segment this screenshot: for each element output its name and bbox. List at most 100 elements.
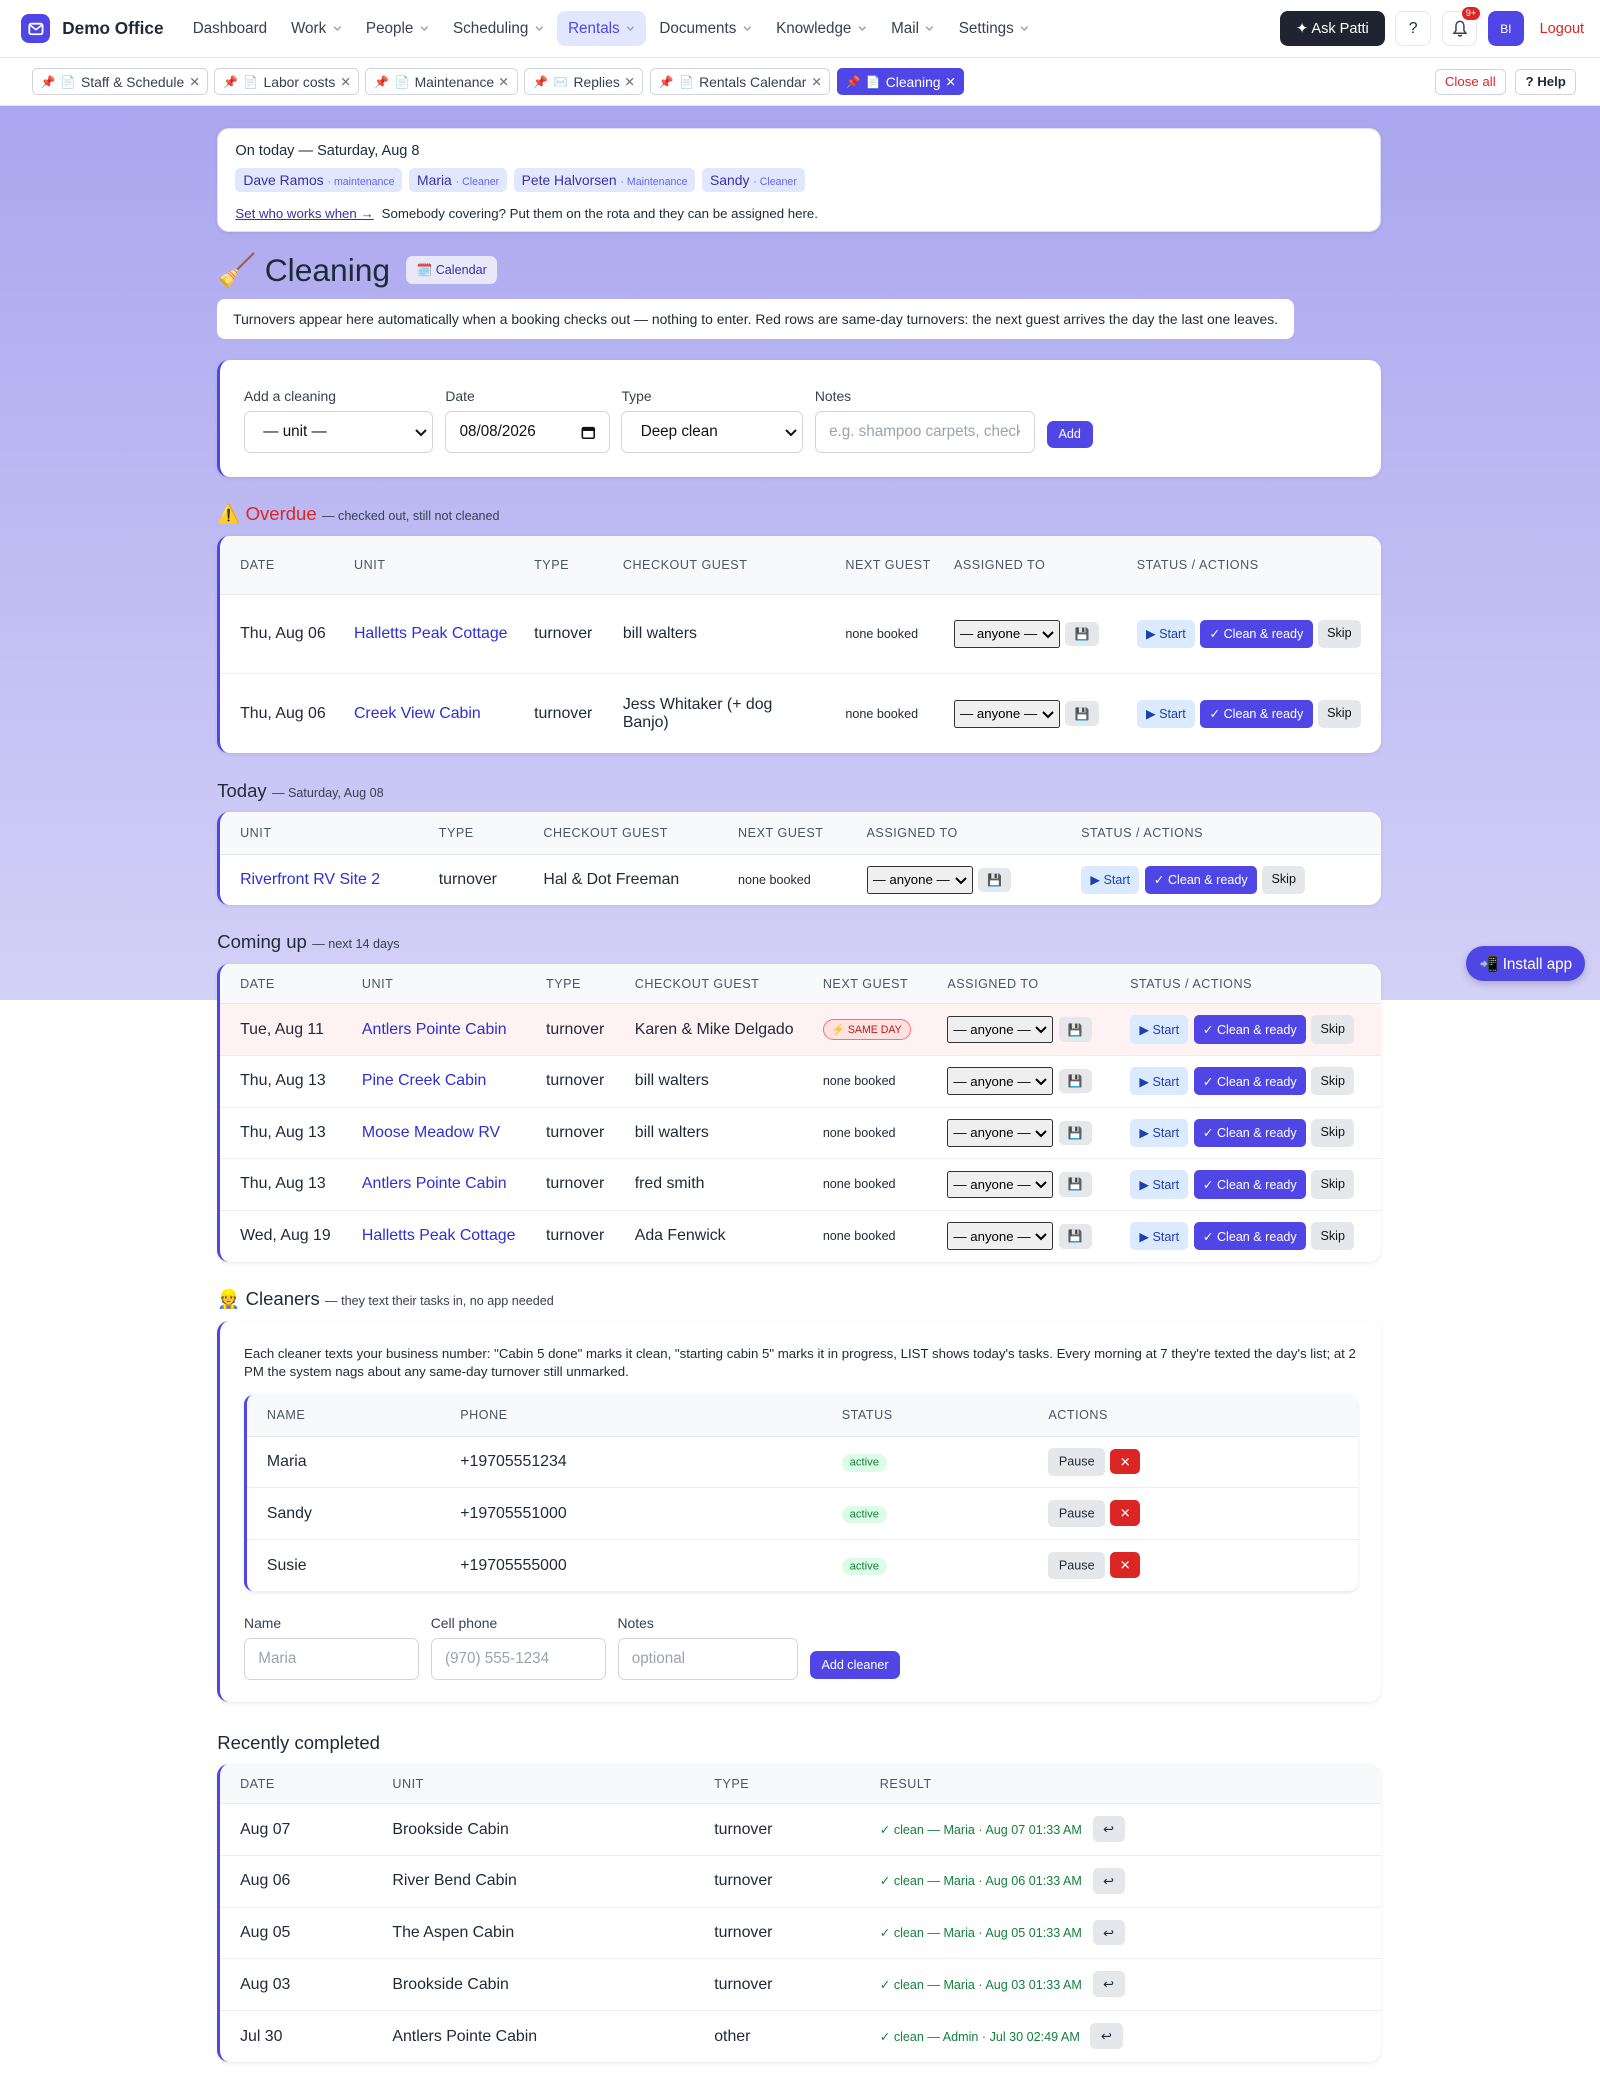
skip-button[interactable]: Skip xyxy=(1262,865,1306,895)
unit-link[interactable]: Antlers Pointe Cabin xyxy=(361,1020,507,1038)
unit-link[interactable]: Creek View Cabin xyxy=(353,704,481,722)
remove-button[interactable]: ✕ xyxy=(1110,1500,1141,1526)
save-button[interactable]: 💾 xyxy=(1065,701,1099,726)
rota-link[interactable]: Set who works when → xyxy=(235,205,374,221)
assign-select[interactable]: — anyone — xyxy=(866,866,973,894)
ready-button[interactable]: ✓ Clean & ready xyxy=(1200,699,1313,728)
ready-button[interactable]: ✓ Clean & ready xyxy=(1193,1222,1306,1251)
nav-item[interactable]: Settings xyxy=(948,11,1040,47)
save-button[interactable]: 💾 xyxy=(1058,1068,1092,1094)
pause-button[interactable]: Pause xyxy=(1048,1551,1106,1580)
notes-input[interactable] xyxy=(814,410,1035,454)
save-button[interactable]: 💾 xyxy=(1058,1224,1092,1249)
brand[interactable]: Demo Office xyxy=(62,18,164,39)
close-all[interactable]: Close all xyxy=(1434,68,1506,95)
nav-item[interactable]: Rentals xyxy=(557,10,647,47)
skip-button[interactable]: Skip xyxy=(1317,619,1361,649)
add-button[interactable]: Add xyxy=(1046,420,1093,448)
name-input[interactable] xyxy=(244,1637,419,1680)
assign-select[interactable]: — anyone — xyxy=(947,1222,1054,1251)
pause-button[interactable]: Pause xyxy=(1048,1500,1106,1528)
nav-item[interactable]: Work xyxy=(280,11,352,47)
start-button[interactable]: ▶ Start xyxy=(1136,619,1195,649)
start-button[interactable]: ▶ Start xyxy=(1130,1222,1189,1251)
logo[interactable] xyxy=(21,14,51,44)
remove-button[interactable]: ✕ xyxy=(1110,1448,1141,1475)
save-button[interactable]: 💾 xyxy=(1058,1172,1092,1197)
unit-link[interactable]: Halletts Peak Cottage xyxy=(353,624,508,642)
ready-button[interactable]: ✓ Clean & ready xyxy=(1193,1015,1306,1044)
ready-button[interactable]: ✓ Clean & ready xyxy=(1193,1170,1306,1199)
skip-button[interactable]: Skip xyxy=(1311,1170,1355,1199)
type-select[interactable]: Deep clean xyxy=(621,410,803,454)
tab[interactable]: 📌 ✉️ Replies xyxy=(524,68,644,95)
nav-item[interactable]: Mail xyxy=(881,11,946,47)
nav-item[interactable]: Scheduling xyxy=(442,11,554,47)
unit-link[interactable]: Halletts Peak Cottage xyxy=(361,1227,516,1245)
skip-button[interactable]: Skip xyxy=(1311,1015,1355,1044)
ready-button[interactable]: ✓ Clean & ready xyxy=(1200,619,1313,649)
nav-item[interactable]: Knowledge xyxy=(766,11,878,47)
assign-select[interactable]: — anyone — xyxy=(953,620,1060,648)
name: Susie xyxy=(266,1556,307,1574)
undo-button[interactable]: ↩ xyxy=(1092,1919,1125,1946)
unit-link[interactable]: Antlers Pointe Cabin xyxy=(361,1175,507,1193)
save-button[interactable]: 💾 xyxy=(977,867,1012,893)
tab[interactable]: 📌 📄 Labor costs xyxy=(214,68,359,95)
avatar[interactable]: BI xyxy=(1487,11,1524,46)
date-input[interactable]: 08/08/2026 xyxy=(445,410,610,454)
undo-button[interactable]: ↩ xyxy=(1090,2023,1123,2049)
start-button[interactable]: ▶ Start xyxy=(1130,1067,1189,1096)
notes-input[interactable] xyxy=(617,1637,798,1680)
install-app[interactable]: 📲 Install app xyxy=(1466,945,1586,982)
ask-button[interactable]: ✦ Ask Patti xyxy=(1280,11,1385,46)
skip-button[interactable]: Skip xyxy=(1311,1222,1355,1251)
nav-item[interactable]: People xyxy=(355,11,439,47)
pause-button[interactable]: Pause xyxy=(1048,1448,1106,1476)
assign-select[interactable]: — anyone — xyxy=(947,1015,1054,1044)
assign-select[interactable]: — anyone — xyxy=(947,1067,1054,1096)
start-button[interactable]: ▶ Start xyxy=(1130,1118,1189,1147)
start-button[interactable]: ▶ Start xyxy=(1130,1015,1189,1044)
remove-button[interactable]: ✕ xyxy=(1110,1552,1141,1578)
save-button[interactable]: 💾 xyxy=(1058,1017,1092,1042)
undo-button[interactable]: ↩ xyxy=(1092,1868,1125,1894)
help[interactable]: ? Help xyxy=(1515,68,1577,95)
unit-link[interactable]: Moose Meadow RV xyxy=(361,1123,501,1141)
tab[interactable]: 📌 📄 Maintenance xyxy=(365,68,518,95)
start-button[interactable]: ▶ Start xyxy=(1130,1170,1189,1199)
unit-link[interactable]: Riverfront RV Site 2 xyxy=(240,870,381,888)
assign-select[interactable]: — anyone — xyxy=(953,699,1060,728)
row: Susie +19705555000 active Pause ✕ xyxy=(247,1539,1358,1591)
tab[interactable]: 📌 📄 Rentals Calendar xyxy=(649,68,830,95)
phone-input[interactable] xyxy=(430,1637,606,1680)
assign-select[interactable]: — anyone — xyxy=(947,1118,1054,1147)
skip-button[interactable]: Skip xyxy=(1311,1118,1355,1147)
nav-item[interactable]: Dashboard xyxy=(182,11,278,47)
start-button[interactable]: ▶ Start xyxy=(1136,699,1195,728)
help-button[interactable]: ? xyxy=(1395,11,1432,46)
save-button[interactable]: 💾 xyxy=(1065,621,1099,647)
ready-button[interactable]: ✓ Clean & ready xyxy=(1144,865,1257,895)
tab[interactable]: 📌 📄 Cleaning xyxy=(836,68,965,95)
label: Name xyxy=(244,1614,282,1631)
unit-link[interactable]: Pine Creek Cabin xyxy=(361,1072,487,1090)
start-button[interactable]: ▶ Start xyxy=(1081,865,1140,895)
notifications[interactable]: 9+ xyxy=(1441,7,1481,46)
nav-item[interactable]: Documents xyxy=(649,11,763,47)
undo-button[interactable]: ↩ xyxy=(1092,1816,1125,1843)
save-button[interactable]: 💾 xyxy=(1058,1120,1092,1146)
undo-button[interactable]: ↩ xyxy=(1092,1971,1125,1997)
ready-button[interactable]: ✓ Clean & ready xyxy=(1193,1067,1306,1096)
logout[interactable]: Logout xyxy=(1539,20,1585,37)
tab[interactable]: 📌 📄 Staff & Schedule xyxy=(31,68,208,95)
skip-button[interactable]: Skip xyxy=(1317,699,1361,728)
cell: Jul 30 xyxy=(220,2010,372,2062)
add-cleaner[interactable]: Add cleaner xyxy=(809,1651,901,1679)
ready-button[interactable]: ✓ Clean & ready xyxy=(1193,1118,1306,1147)
date: Wed, Aug 19 xyxy=(240,1227,331,1245)
calendar-button[interactable]: 🗓️ Calendar xyxy=(405,256,498,285)
skip-button[interactable]: Skip xyxy=(1311,1067,1355,1096)
assign-select[interactable]: — anyone — xyxy=(947,1170,1054,1199)
unit-select[interactable]: — unit — xyxy=(244,410,434,454)
